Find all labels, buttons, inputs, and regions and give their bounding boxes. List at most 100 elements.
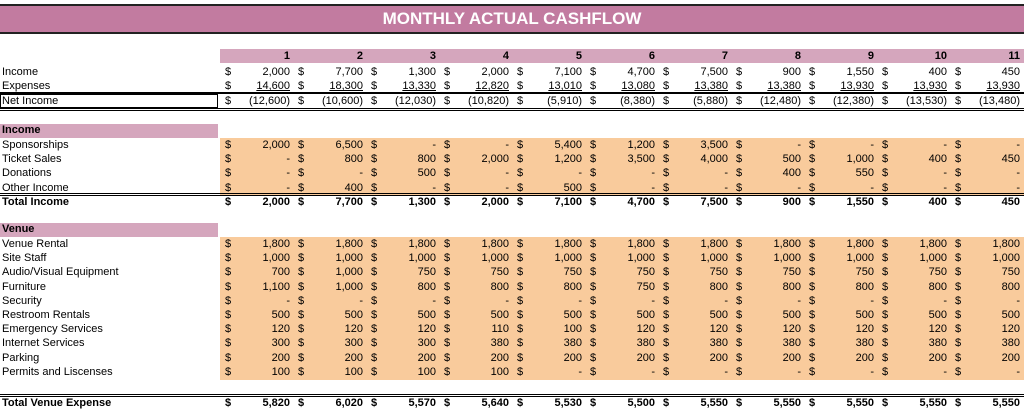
cell-month-4[interactable]: $ - bbox=[439, 166, 512, 180]
cell-month-7[interactable]: $7,500 bbox=[658, 65, 731, 79]
cell-month-8[interactable]: $120 bbox=[731, 322, 804, 336]
cell-month-4[interactable]: $12,820 bbox=[439, 79, 512, 93]
cell-month-9[interactable]: $1,550 bbox=[804, 65, 877, 79]
cell-month-11[interactable]: $450 bbox=[950, 65, 1023, 79]
cell-month-11[interactable]: $1,000 bbox=[950, 251, 1023, 265]
cell-month-9[interactable]: $ - bbox=[804, 138, 877, 152]
cell-month-1[interactable]: $5,820 bbox=[220, 396, 293, 410]
cell-month-9[interactable]: $500 bbox=[804, 308, 877, 322]
cell-month-2[interactable]: $1,000 bbox=[293, 265, 366, 279]
cell-month-4[interactable]: $2,000 bbox=[439, 65, 512, 79]
cell-month-9[interactable]: $750 bbox=[804, 265, 877, 279]
cell-month-3[interactable]: $ (12,030) bbox=[366, 94, 439, 108]
cell-month-10[interactable]: $ - bbox=[877, 181, 950, 195]
cell-month-2[interactable]: $ (10,600) bbox=[293, 94, 366, 108]
cell-month-11[interactable]: $380 bbox=[950, 336, 1023, 350]
cell-month-2[interactable]: $6,020 bbox=[293, 396, 366, 410]
cell-month-8[interactable]: $900 bbox=[731, 65, 804, 79]
cell-month-5[interactable]: $ (5,910) bbox=[512, 94, 585, 108]
cell-month-8[interactable]: $ (12,480) bbox=[731, 94, 804, 108]
cell-month-4[interactable]: $500 bbox=[439, 308, 512, 322]
cell-month-1[interactable]: $ - bbox=[220, 294, 293, 308]
cell-month-8[interactable]: $200 bbox=[731, 351, 804, 365]
cell-month-3[interactable]: $800 bbox=[366, 280, 439, 294]
cell-month-10[interactable]: $200 bbox=[877, 351, 950, 365]
cell-month-11[interactable]: $ - bbox=[950, 181, 1023, 195]
cell-month-5[interactable]: $200 bbox=[512, 351, 585, 365]
cell-month-9[interactable]: $1,800 bbox=[804, 237, 877, 251]
cell-month-4[interactable]: $200 bbox=[439, 351, 512, 365]
cell-month-7[interactable]: $13,380 bbox=[658, 79, 731, 93]
cell-month-3[interactable]: $1,000 bbox=[366, 251, 439, 265]
cell-month-10[interactable]: $1,800 bbox=[877, 237, 950, 251]
cell-month-6[interactable]: $3,500 bbox=[585, 152, 658, 166]
cell-month-6[interactable]: $750 bbox=[585, 280, 658, 294]
cell-month-6[interactable]: $500 bbox=[585, 308, 658, 322]
cell-month-1[interactable]: $ (12,600) bbox=[220, 94, 293, 108]
cell-month-9[interactable]: $1,550 bbox=[804, 195, 877, 209]
cell-month-11[interactable]: $120 bbox=[950, 322, 1023, 336]
cell-month-5[interactable]: $5,530 bbox=[512, 396, 585, 410]
cell-month-2[interactable]: $100 bbox=[293, 365, 366, 379]
cell-month-11[interactable]: $800 bbox=[950, 280, 1023, 294]
cell-month-2[interactable]: $18,300 bbox=[293, 79, 366, 93]
cell-month-10[interactable]: $ (13,530) bbox=[877, 94, 950, 108]
cell-month-10[interactable]: $750 bbox=[877, 265, 950, 279]
cell-month-1[interactable]: $500 bbox=[220, 308, 293, 322]
cell-month-6[interactable]: $380 bbox=[585, 336, 658, 350]
cell-month-4[interactable]: $750 bbox=[439, 265, 512, 279]
cell-month-9[interactable]: $120 bbox=[804, 322, 877, 336]
cell-month-8[interactable]: $400 bbox=[731, 166, 804, 180]
cell-month-11[interactable]: $450 bbox=[950, 152, 1023, 166]
cell-month-3[interactable]: $800 bbox=[366, 152, 439, 166]
cell-month-8[interactable]: $380 bbox=[731, 336, 804, 350]
cell-month-10[interactable]: $13,930 bbox=[877, 79, 950, 93]
cell-month-2[interactable]: $120 bbox=[293, 322, 366, 336]
cell-month-11[interactable]: $ - bbox=[950, 365, 1023, 379]
cell-month-1[interactable]: $300 bbox=[220, 336, 293, 350]
cell-month-8[interactable]: $13,380 bbox=[731, 79, 804, 93]
cell-month-7[interactable]: $200 bbox=[658, 351, 731, 365]
cell-month-9[interactable]: $800 bbox=[804, 280, 877, 294]
cell-month-3[interactable]: $300 bbox=[366, 336, 439, 350]
cell-month-2[interactable]: $1,000 bbox=[293, 280, 366, 294]
cell-month-6[interactable]: $ (8,380) bbox=[585, 94, 658, 108]
cell-month-7[interactable]: $ - bbox=[658, 181, 731, 195]
cell-month-6[interactable]: $200 bbox=[585, 351, 658, 365]
cell-month-8[interactable]: $1,800 bbox=[731, 237, 804, 251]
cell-month-6[interactable]: $5,500 bbox=[585, 396, 658, 410]
cell-month-7[interactable]: $120 bbox=[658, 322, 731, 336]
cell-month-11[interactable]: $13,930 bbox=[950, 79, 1023, 93]
cell-month-6[interactable]: $4,700 bbox=[585, 65, 658, 79]
cell-month-5[interactable]: $ - bbox=[512, 166, 585, 180]
cell-month-6[interactable]: $ - bbox=[585, 181, 658, 195]
cell-month-5[interactable]: $750 bbox=[512, 265, 585, 279]
cell-month-3[interactable]: $750 bbox=[366, 265, 439, 279]
cell-month-8[interactable]: $500 bbox=[731, 152, 804, 166]
cell-month-3[interactable]: $ - bbox=[366, 294, 439, 308]
cell-month-11[interactable]: $5,550 bbox=[950, 396, 1023, 410]
cell-month-5[interactable]: $800 bbox=[512, 280, 585, 294]
cell-month-3[interactable]: $1,800 bbox=[366, 237, 439, 251]
cell-month-11[interactable]: $500 bbox=[950, 308, 1023, 322]
cell-month-5[interactable]: $5,400 bbox=[512, 138, 585, 152]
cell-month-5[interactable]: $100 bbox=[512, 322, 585, 336]
cell-month-10[interactable]: $800 bbox=[877, 280, 950, 294]
cell-month-1[interactable]: $ - bbox=[220, 152, 293, 166]
cell-month-3[interactable]: $100 bbox=[366, 365, 439, 379]
cell-month-8[interactable]: $900 bbox=[731, 195, 804, 209]
cell-month-4[interactable]: $2,000 bbox=[439, 152, 512, 166]
cell-month-8[interactable]: $ - bbox=[731, 294, 804, 308]
cell-month-3[interactable]: $1,300 bbox=[366, 65, 439, 79]
cell-month-6[interactable]: $13,080 bbox=[585, 79, 658, 93]
cell-month-4[interactable]: $1,000 bbox=[439, 251, 512, 265]
cell-month-2[interactable]: $400 bbox=[293, 181, 366, 195]
cell-month-6[interactable]: $4,700 bbox=[585, 195, 658, 209]
cell-month-4[interactable]: $5,640 bbox=[439, 396, 512, 410]
cell-month-5[interactable]: $500 bbox=[512, 308, 585, 322]
cell-month-4[interactable]: $ - bbox=[439, 181, 512, 195]
cell-month-3[interactable]: $500 bbox=[366, 166, 439, 180]
cell-month-4[interactable]: $800 bbox=[439, 280, 512, 294]
cell-month-8[interactable]: $750 bbox=[731, 265, 804, 279]
cell-month-4[interactable]: $1,800 bbox=[439, 237, 512, 251]
